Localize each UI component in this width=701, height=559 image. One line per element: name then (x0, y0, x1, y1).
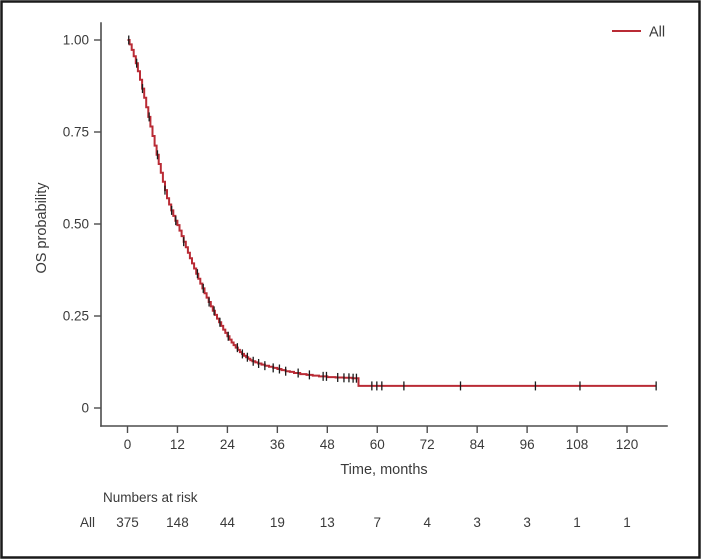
risk-value: 3 (523, 515, 531, 530)
x-tick-label: 60 (370, 437, 385, 452)
x-tick-label: 0 (124, 437, 132, 452)
risk-value: 375 (116, 515, 139, 530)
y-axis-title: OS probability (34, 182, 50, 274)
legend: All (612, 25, 665, 41)
survival-curve (127, 39, 657, 387)
x-tick-label: 96 (520, 437, 535, 452)
risk-table: Numbers at risk All 375 148 44 19 13 7 4 3 3 1 1 (80, 490, 631, 530)
risk-value: 19 (270, 515, 285, 530)
x-tick-label: 108 (566, 437, 589, 452)
y-tick-label: 1.00 (63, 33, 89, 48)
km-step-path (127, 39, 657, 387)
y-axis-ticks: 0 0.25 0.50 0.75 1.00 (63, 33, 101, 416)
x-axis: 0 12 24 36 48 60 72 84 96 108 120 (100, 425, 668, 452)
y-tick-label: 0.25 (63, 309, 89, 324)
risk-table-title: Numbers at risk (103, 490, 198, 505)
x-tick-label: 24 (220, 437, 236, 452)
risk-value: 3 (473, 515, 481, 530)
risk-value: 148 (166, 515, 189, 530)
x-tick-label: 36 (270, 437, 285, 452)
risk-value: 1 (623, 515, 631, 530)
x-axis-title: Time, months (340, 462, 427, 478)
y-tick-label: 0 (81, 401, 89, 416)
x-tick-label: 12 (170, 437, 185, 452)
x-axis-ticks: 0 12 24 36 48 60 72 84 96 108 120 (124, 426, 639, 452)
y-axis: 0 0.25 0.50 0.75 1.00 (63, 22, 102, 427)
x-tick-label: 120 (616, 437, 639, 452)
risk-value: 1 (573, 515, 581, 530)
x-tick-label: 48 (320, 437, 335, 452)
x-tick-label: 72 (420, 437, 435, 452)
y-tick-label: 0.50 (63, 217, 89, 232)
y-tick-label: 0.75 (63, 125, 89, 140)
risk-value: 13 (320, 515, 335, 530)
risk-row-label: All (80, 515, 95, 530)
risk-values: 375 148 44 19 13 7 4 3 3 1 1 (116, 515, 631, 530)
risk-value: 4 (423, 515, 431, 530)
risk-value: 7 (373, 515, 381, 530)
legend-label: All (649, 25, 665, 41)
risk-value: 44 (220, 515, 236, 530)
x-tick-label: 84 (470, 437, 486, 452)
censor-marks (128, 35, 657, 391)
